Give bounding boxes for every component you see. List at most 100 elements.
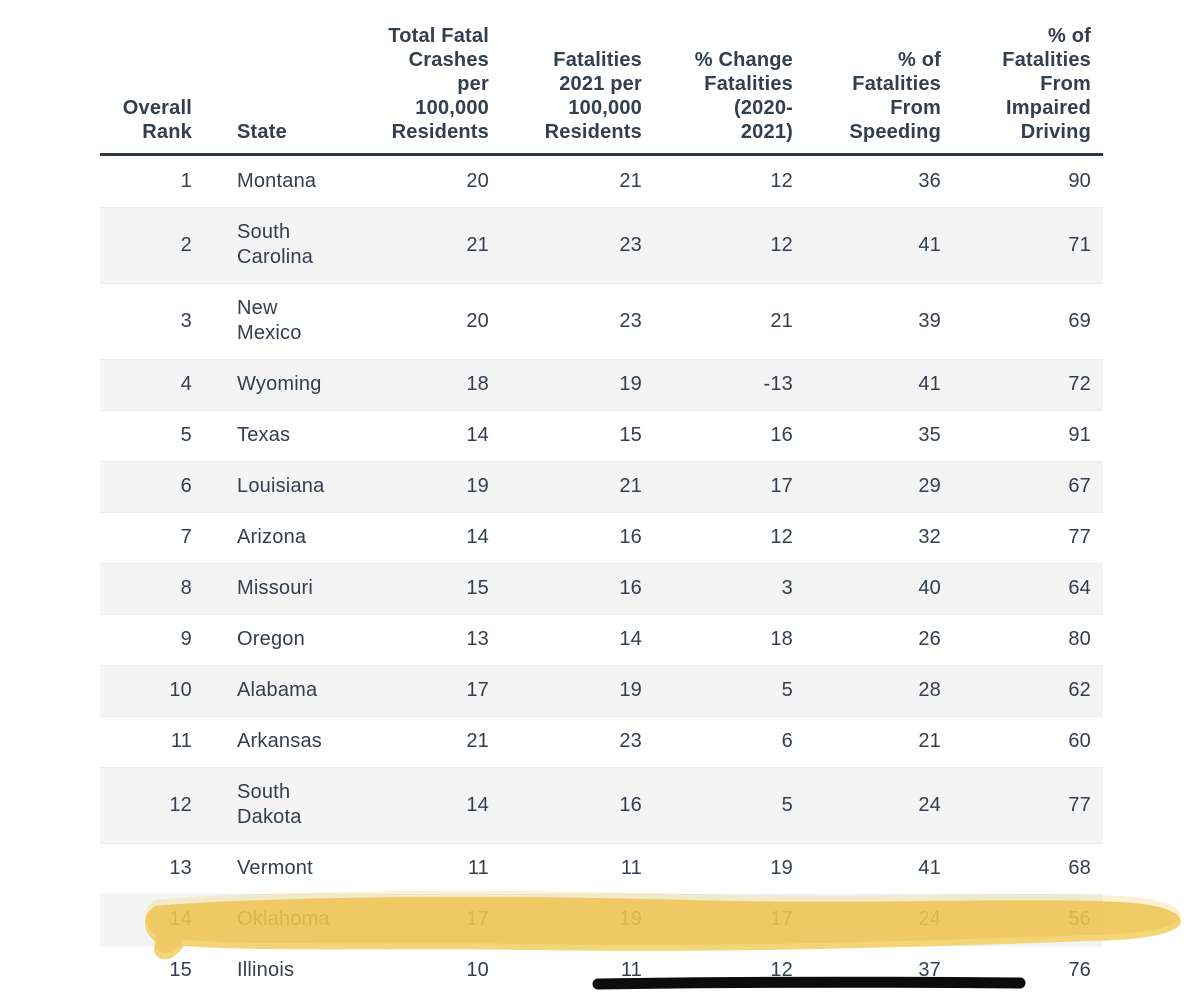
cell-rank: 5: [100, 410, 192, 462]
table-row: 13 Vermont 11 11 19 41 68: [100, 843, 1103, 895]
cell-crashes: 15: [341, 563, 489, 615]
cell-crashes: 20: [466, 170, 489, 192]
cell-impaired: 60: [941, 716, 1103, 768]
cell-change: -13: [642, 359, 793, 411]
cell-fatalities: 19: [489, 359, 642, 411]
cell-fatalities: 19: [489, 894, 642, 946]
cell-change: 12: [642, 207, 793, 284]
cell-state: Arkansas: [192, 716, 341, 768]
cell-change: 12: [642, 512, 793, 564]
cell-impaired: 68: [941, 843, 1103, 895]
cell-rank: 4: [100, 359, 192, 411]
cell-fatalities: 21: [489, 461, 642, 513]
cell-rank: 3: [100, 283, 192, 360]
cell-speeding: 21: [793, 716, 941, 768]
cell-speeding: 26: [793, 614, 941, 666]
cell-change: 3: [642, 563, 793, 615]
cell-speeding: 29: [793, 461, 941, 513]
table-row: 10 Alabama 17 19 5 28 62: [100, 665, 1103, 717]
cell-speeding: 39: [793, 283, 941, 360]
cell-rank: 13: [100, 843, 192, 895]
cell-impaired: 76: [941, 945, 1103, 996]
cell-state: South Dakota: [192, 767, 341, 844]
header-pct-change-fatalities: % Change Fatalities (2020- 2021): [642, 24, 793, 156]
cell-change: 12: [770, 170, 793, 192]
cell-change: 17: [642, 894, 793, 946]
cell-state: Alabama: [192, 665, 341, 717]
cell-rank: 2: [100, 207, 192, 284]
cell-impaired: 90: [1068, 170, 1091, 192]
rankings-table-container: Overall Rank State Total Fatal Crashes p…: [100, 24, 1103, 996]
cell-state: Montana: [237, 170, 317, 192]
cell-speeding: 36: [918, 170, 941, 192]
cell-impaired: 69: [941, 283, 1103, 360]
table-row: 11 Arkansas 21 23 6 21 60: [100, 716, 1103, 768]
cell-speeding: 41: [793, 207, 941, 284]
header-fatalities-2021: Fatalities 2021 per 100,000 Residents: [489, 24, 642, 156]
cell-state: Wyoming: [192, 359, 341, 411]
cell-crashes: 20: [341, 283, 489, 360]
cell-state: Louisiana: [192, 461, 341, 513]
table-row: 8 Missouri 15 16 3 40 64: [100, 563, 1103, 615]
cell-rank: 6: [100, 461, 192, 513]
table-row: 7 Arizona 14 16 12 32 77: [100, 512, 1103, 564]
cell-state: New Mexico: [192, 283, 341, 360]
cell-impaired: 71: [941, 207, 1103, 284]
cell-impaired: 56: [941, 894, 1103, 946]
header-state: State: [192, 24, 341, 156]
cell-crashes: 10: [341, 945, 489, 996]
cell-state: Oklahoma: [192, 894, 341, 946]
cell-crashes: 18: [341, 359, 489, 411]
cell-crashes: 13: [341, 614, 489, 666]
cell-fatalities: 21: [619, 170, 642, 192]
cell-impaired: 80: [941, 614, 1103, 666]
table-header-row: Overall Rank State Total Fatal Crashes p…: [100, 24, 1103, 156]
cell-change: 18: [642, 614, 793, 666]
cell-speeding: 35: [793, 410, 941, 462]
header-pct-impaired-driving: % of Fatalities From Impaired Driving: [941, 24, 1103, 156]
cell-fatalities: 16: [489, 512, 642, 564]
cell-impaired: 77: [941, 512, 1103, 564]
cell-impaired: 77: [941, 767, 1103, 844]
cell-crashes: 14: [341, 410, 489, 462]
cell-fatalities: 23: [489, 716, 642, 768]
cell-crashes: 14: [341, 512, 489, 564]
table-row: 2 South Carolina 21 23 12 41 71: [100, 207, 1103, 284]
cell-speeding: 28: [793, 665, 941, 717]
cell-fatalities: 23: [489, 207, 642, 284]
cell-rank: 15: [100, 945, 192, 996]
cell-state: Oregon: [192, 614, 341, 666]
table-header: Overall Rank State Total Fatal Crashes p…: [100, 24, 1103, 156]
table-row: 15 Illinois 10 11 12 37 76: [100, 945, 1103, 996]
table-row: 6 Louisiana 19 21 17 29 67: [100, 461, 1103, 513]
cell-rank: 10: [100, 665, 192, 717]
cell-speeding: 24: [793, 767, 941, 844]
cell-state: Arizona: [192, 512, 341, 564]
header-total-fatal-crashes: Total Fatal Crashes per 100,000 Resident…: [341, 24, 489, 156]
cell-impaired: 91: [941, 410, 1103, 462]
cell-rank: 11: [100, 716, 192, 768]
cell-state: Texas: [192, 410, 341, 462]
header-pct-speeding: % of Fatalities From Speeding: [793, 24, 941, 156]
cell-impaired: 64: [941, 563, 1103, 615]
cell-rank: 12: [100, 767, 192, 844]
cell-impaired: 72: [941, 359, 1103, 411]
table-row: 3 New Mexico 20 23 21 39 69: [100, 283, 1103, 360]
table-row: 4 Wyoming 18 19 -13 41 72: [100, 359, 1103, 411]
cell-fatalities: 15: [489, 410, 642, 462]
cell-state: Illinois: [192, 945, 341, 996]
cell-state: Missouri: [192, 563, 341, 615]
cell-crashes: 21: [341, 207, 489, 284]
cell-crashes: 11: [341, 843, 489, 895]
cell-change: 5: [642, 665, 793, 717]
table-row: 14 Oklahoma 17 19 17 24 56: [100, 894, 1103, 946]
cell-change: 19: [642, 843, 793, 895]
cell-fatalities: 23: [489, 283, 642, 360]
table-row: 12 South Dakota 14 16 5 24 77: [100, 767, 1103, 844]
cell-rank: 9: [100, 614, 192, 666]
cell-fatalities: 19: [489, 665, 642, 717]
cell-impaired: 67: [941, 461, 1103, 513]
cell-fatalities: 16: [489, 563, 642, 615]
cell-change: 5: [642, 767, 793, 844]
cell-state: Vermont: [192, 843, 341, 895]
